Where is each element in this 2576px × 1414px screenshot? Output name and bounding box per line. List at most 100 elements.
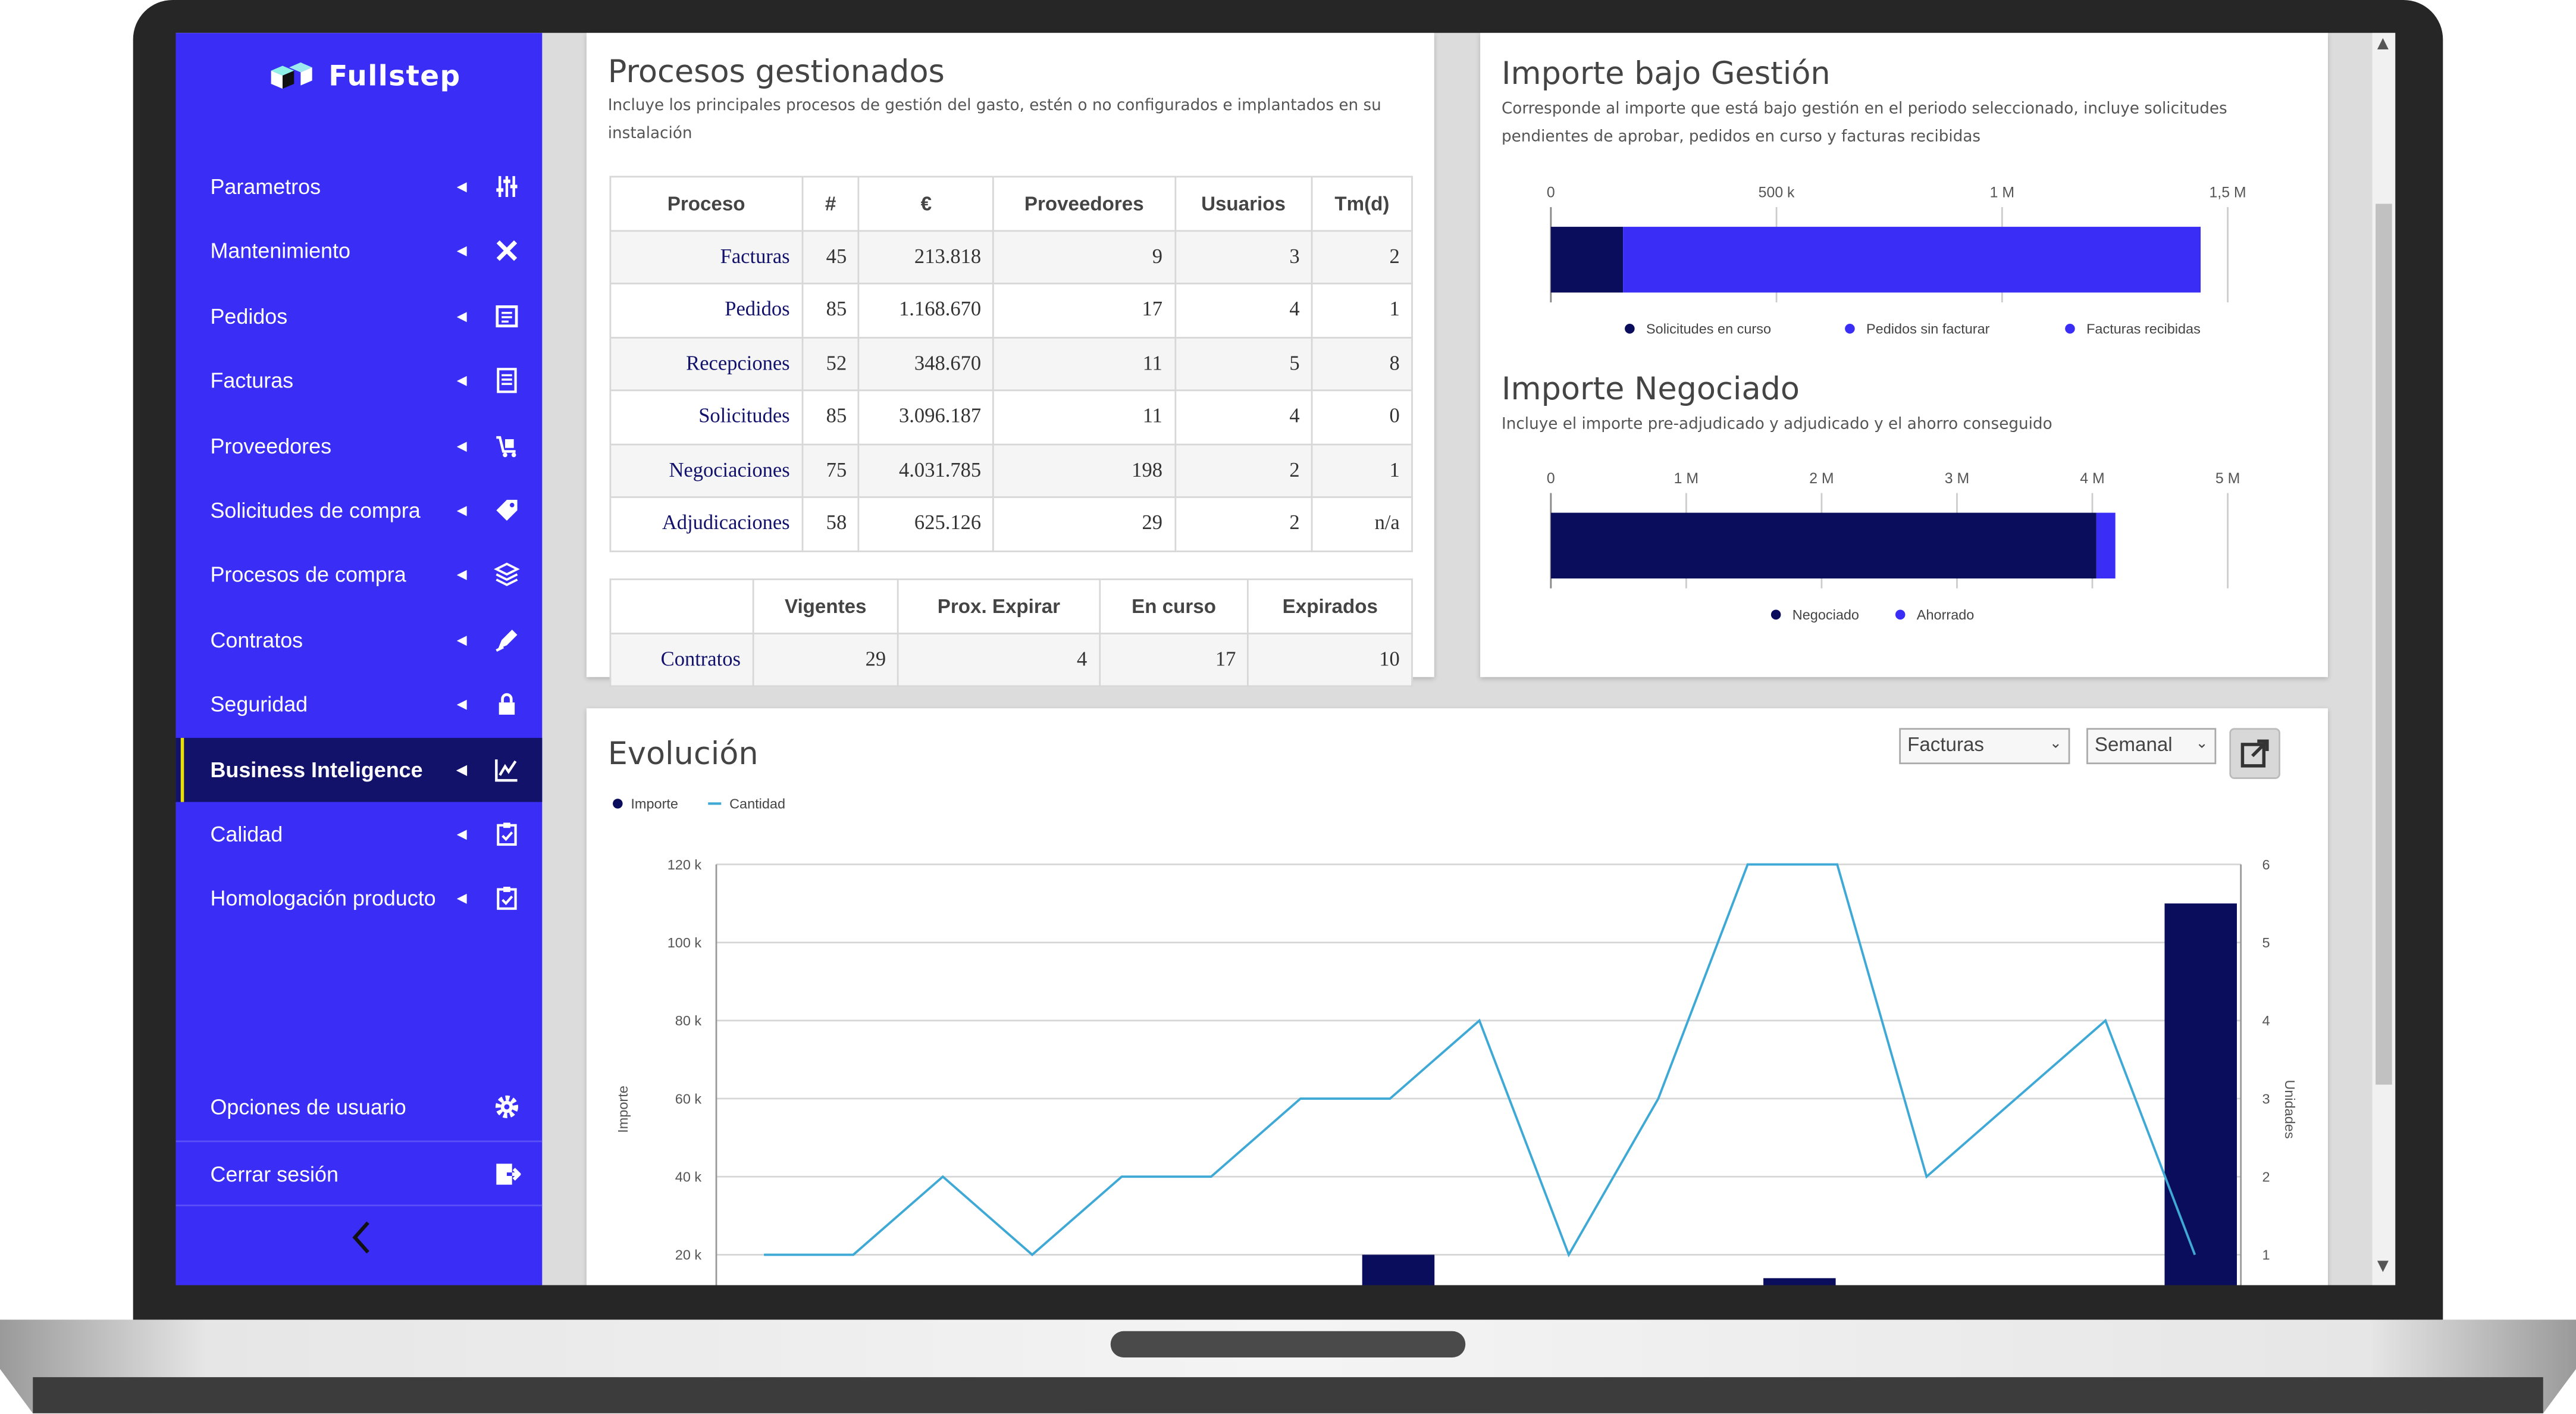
y2-tick-label: 6 bbox=[2262, 857, 2270, 872]
sidebar: Fullstep Parametros ◀ Mantenimiento ◀ Pedido… bbox=[176, 33, 543, 1285]
process-name-cell[interactable]: Adjudicaciones bbox=[609, 496, 803, 552]
sidebar-item-label: Contratos bbox=[210, 627, 303, 652]
gestion-chart: 0 500 k 1 M 1,5 M Solicitudes en curso Pedido… bbox=[1547, 184, 2246, 337]
table-cell: 85 bbox=[801, 389, 860, 445]
table-cell: 29 bbox=[752, 631, 900, 687]
column-header bbox=[609, 578, 754, 634]
sidebar-item-proveedores[interactable]: Proveedores ◀ bbox=[176, 414, 542, 478]
axis-tick-label: 5 M bbox=[2215, 471, 2240, 487]
process-name-cell[interactable]: Negociaciones bbox=[609, 443, 803, 498]
caret-left-icon: ◀ bbox=[456, 503, 467, 518]
legend-marker bbox=[1625, 324, 1635, 334]
logout-label: Cerrar sesión bbox=[210, 1162, 339, 1187]
y-tick-label: 60 k bbox=[675, 1091, 702, 1106]
axis-tick-label: 2 M bbox=[1809, 471, 1834, 487]
sidebar-item-label: Mantenimiento bbox=[210, 239, 350, 264]
sidebar-item-facturas[interactable]: Facturas ◀ bbox=[176, 349, 542, 413]
caret-left-icon: ◀ bbox=[456, 762, 467, 777]
legend-marker bbox=[1770, 609, 1781, 620]
column-header: En curso bbox=[1098, 578, 1249, 634]
brand-logo[interactable]: Fullstep bbox=[266, 61, 460, 93]
process-name-cell[interactable]: Facturas bbox=[609, 229, 803, 284]
sidebar-item-homologación-producto[interactable]: Homologación producto ◀ bbox=[176, 866, 542, 931]
sidebar-item-label: Pedidos bbox=[210, 304, 288, 329]
chevron-left-icon bbox=[352, 1221, 369, 1254]
y-axis-label: Importe bbox=[615, 1085, 631, 1133]
gestion-subtitle-line: pendientes de aprobar, pedidos en curso … bbox=[1501, 128, 1981, 146]
y2-tick-label: 3 bbox=[2262, 1091, 2270, 1106]
caret-left-icon: ◀ bbox=[456, 243, 467, 259]
external-link-icon bbox=[2240, 739, 2269, 768]
legend-marker bbox=[2065, 324, 2075, 334]
table-cell: 8 bbox=[1311, 336, 1413, 392]
caret-left-icon: ◀ bbox=[456, 827, 467, 841]
table-row: Recepciones 52 348.670 11 5 8 bbox=[609, 336, 1413, 392]
contracts-label-cell[interactable]: Contratos bbox=[609, 631, 754, 687]
column-header: Vigentes bbox=[752, 578, 900, 634]
table-cell: 2 bbox=[1311, 229, 1413, 284]
sidebar-item-seguridad[interactable]: Seguridad ◀ bbox=[176, 672, 542, 737]
sidebar-item-label: Facturas bbox=[210, 368, 294, 393]
gestion-subtitle: Corresponde al importe que está bajo ges… bbox=[1502, 95, 2227, 151]
sidebar-item-solicitudes-de-compra[interactable]: Solicitudes de compra ◀ bbox=[176, 478, 542, 543]
sidebar-item-contratos[interactable]: Contratos ◀ bbox=[176, 608, 542, 672]
process-name-cell[interactable]: Recepciones bbox=[609, 336, 803, 392]
sidebar-item-label: Procesos de compra bbox=[210, 562, 406, 587]
sidebar-item-business-inteligence[interactable]: Business Inteligence ◀ bbox=[176, 737, 543, 802]
laptop-base bbox=[0, 1319, 2576, 1413]
bar-segment bbox=[1550, 512, 2096, 579]
sidebar-item-calidad[interactable]: Calidad ◀ bbox=[176, 802, 542, 866]
scrollbar-thumb[interactable] bbox=[2376, 204, 2392, 1085]
logout-icon bbox=[496, 1163, 521, 1185]
scroll-down-icon[interactable]: ▼ bbox=[2377, 1259, 2389, 1275]
pen-icon bbox=[496, 629, 518, 652]
caret-left-icon: ◀ bbox=[456, 891, 467, 906]
legend-marker bbox=[613, 799, 623, 809]
caret-left-icon: ◀ bbox=[456, 567, 467, 583]
divider bbox=[176, 1205, 543, 1206]
table-cell: 4 bbox=[897, 631, 1101, 687]
legend-marker bbox=[1895, 609, 1906, 620]
tools-icon bbox=[496, 240, 518, 262]
negociado-title: Importe Negociado bbox=[1501, 371, 1800, 408]
y-tick-label: 20 k bbox=[675, 1247, 702, 1263]
open-external-button[interactable] bbox=[2229, 728, 2280, 779]
legend-label: Solicitudes en curso bbox=[1646, 321, 1771, 337]
process-name-cell[interactable]: Solicitudes bbox=[609, 389, 803, 445]
sidebar-item-procesos-de-compra[interactable]: Procesos de compra ◀ bbox=[176, 543, 542, 607]
axis-tick-label: 0 bbox=[1547, 471, 1555, 487]
user-options-link[interactable]: Opciones de usuario bbox=[176, 1075, 542, 1139]
axis-tick-label: 4 M bbox=[2080, 471, 2104, 487]
page-scrollbar[interactable]: ▲ ▼ bbox=[2372, 33, 2396, 1285]
column-header: Proveedores bbox=[992, 176, 1176, 231]
type-select[interactable]: Facturas ⌄ bbox=[1899, 728, 2070, 765]
table-cell: 75 bbox=[801, 443, 860, 498]
procesos-title: Procesos gestionados bbox=[607, 54, 945, 90]
logout-link[interactable]: Cerrar sesión bbox=[176, 1142, 542, 1206]
sidebar-item-parametros[interactable]: Parametros ◀ bbox=[176, 155, 542, 219]
period-select-value: Semanal bbox=[2094, 733, 2173, 756]
y-tick-label: 100 k bbox=[667, 935, 702, 950]
sidebar-item-mantenimiento[interactable]: Mantenimiento ◀ bbox=[176, 219, 542, 283]
caret-left-icon: ◀ bbox=[456, 373, 467, 389]
legend-label: Negociado bbox=[1792, 607, 1859, 622]
table-row: Negociaciones 75 4.031.785 198 2 1 bbox=[609, 443, 1413, 498]
collapse-sidebar-button[interactable] bbox=[350, 1219, 373, 1265]
table-cell: 17 bbox=[992, 282, 1176, 338]
column-header: Tm(d) bbox=[1311, 176, 1413, 231]
process-name-cell[interactable]: Pedidos bbox=[609, 282, 803, 338]
period-select[interactable]: Semanal ⌄ bbox=[2086, 728, 2217, 765]
column-header: Proceso bbox=[609, 176, 803, 231]
sidebar-item-label: Calidad bbox=[210, 821, 283, 847]
sidebar-item-pedidos[interactable]: Pedidos ◀ bbox=[176, 284, 542, 348]
evolucion-chart: Importe Cantidad 120 k 100 k 80 k 60 k 40 k 20 … bbox=[613, 796, 2298, 1285]
scroll-up-icon[interactable]: ▲ bbox=[2377, 36, 2389, 53]
table-row: Solicitudes 85 3.096.187 11 4 0 bbox=[609, 389, 1413, 445]
table-cell: 0 bbox=[1311, 389, 1413, 445]
caret-left-icon: ◀ bbox=[456, 308, 467, 324]
importe-bar bbox=[1362, 1255, 1435, 1285]
column-header: Expirados bbox=[1247, 578, 1413, 634]
divider bbox=[176, 1140, 543, 1143]
chevron-down-icon: ⌄ bbox=[2049, 734, 2062, 751]
axis-tick-label: 1,5 M bbox=[2209, 184, 2246, 201]
